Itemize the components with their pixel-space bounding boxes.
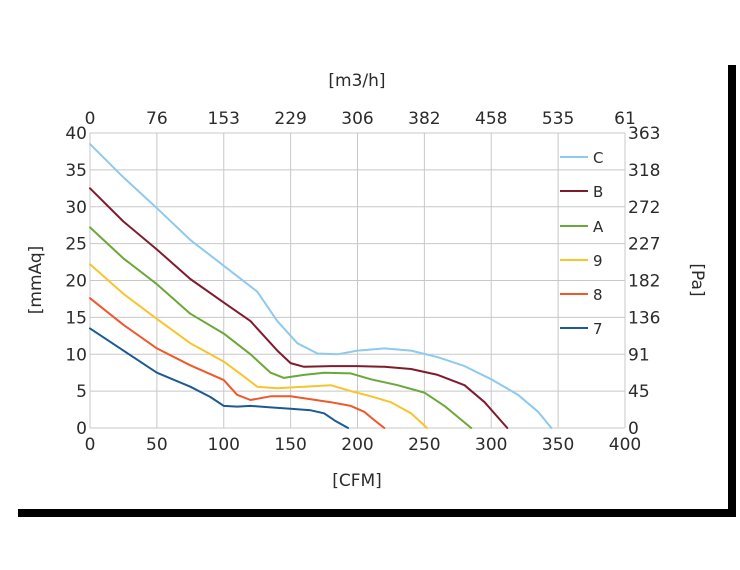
x2-tick-label: 61 [614,109,636,129]
x2-tick-label: 76 [146,109,168,129]
shadow-right [728,65,736,517]
x-tick-label: 200 [341,435,373,455]
y2-tick-label: 227 [628,235,660,255]
y-tick-label: 25 [65,235,87,255]
y-tick-label: 5 [76,382,87,402]
series-line-8 [89,297,386,429]
series-line-9 [89,263,429,429]
x2-tick-label: 229 [274,109,306,129]
y2-tick-label: 136 [628,308,660,328]
y2-tick-label: 182 [628,272,660,292]
y2-tick-label: 45 [628,382,650,402]
y2-tick-label: 363 [628,124,660,144]
y2-tick-label: 272 [628,198,660,218]
x2-tick-label: 153 [208,109,240,129]
legend-label-7: 7 [593,320,603,338]
y2-axis-title: [Pa] [687,263,707,296]
series-lines [89,143,553,429]
shadow-bottom [18,509,736,517]
x2-tick-label: 306 [341,109,373,129]
x-tick-label: 300 [475,435,507,455]
series-line-B [89,187,509,429]
series-line-C [89,143,553,429]
series-line-7 [89,327,350,429]
x-tick-label: 150 [274,435,306,455]
x-tick-label: 50 [146,435,168,455]
legend-label-8: 8 [593,286,603,304]
x2-tick-label: 382 [408,109,440,129]
y-tick-label: 10 [65,345,87,365]
legend-label-A: A [593,218,604,236]
y-axis-title: [mmAq] [26,246,46,315]
y-tick-label: 15 [65,308,87,328]
legend-label-9: 9 [593,252,603,270]
x-tick-label: 400 [609,435,641,455]
x-tick-label: 350 [542,435,574,455]
grid [89,132,626,429]
x-axis-title: [CFM] [332,471,382,491]
x2-tick-label: 458 [475,109,507,129]
legend-label-B: B [593,183,603,201]
y-tick-label: 20 [65,272,87,292]
x-tick-label: 100 [208,435,240,455]
y-tick-label: 35 [65,161,87,181]
x-tick-label: 0 [85,435,96,455]
x2-axis-title: [m3/h] [328,71,385,91]
y-tick-label: 0 [76,419,87,439]
x-tick-label: 250 [408,435,440,455]
y-tick-label: 30 [65,198,87,218]
y2-tick-label: 318 [628,161,660,181]
x2-tick-label: 0 [85,109,96,129]
x2-tick-label: 535 [542,109,574,129]
legend: CBA 9 8 7 [560,149,604,338]
series-line-A [89,226,473,429]
y2-tick-label: 0 [628,419,639,439]
legend-label-C: C [593,149,603,167]
y-tick-label: 40 [65,124,87,144]
y2-tick-label: 91 [628,345,650,365]
